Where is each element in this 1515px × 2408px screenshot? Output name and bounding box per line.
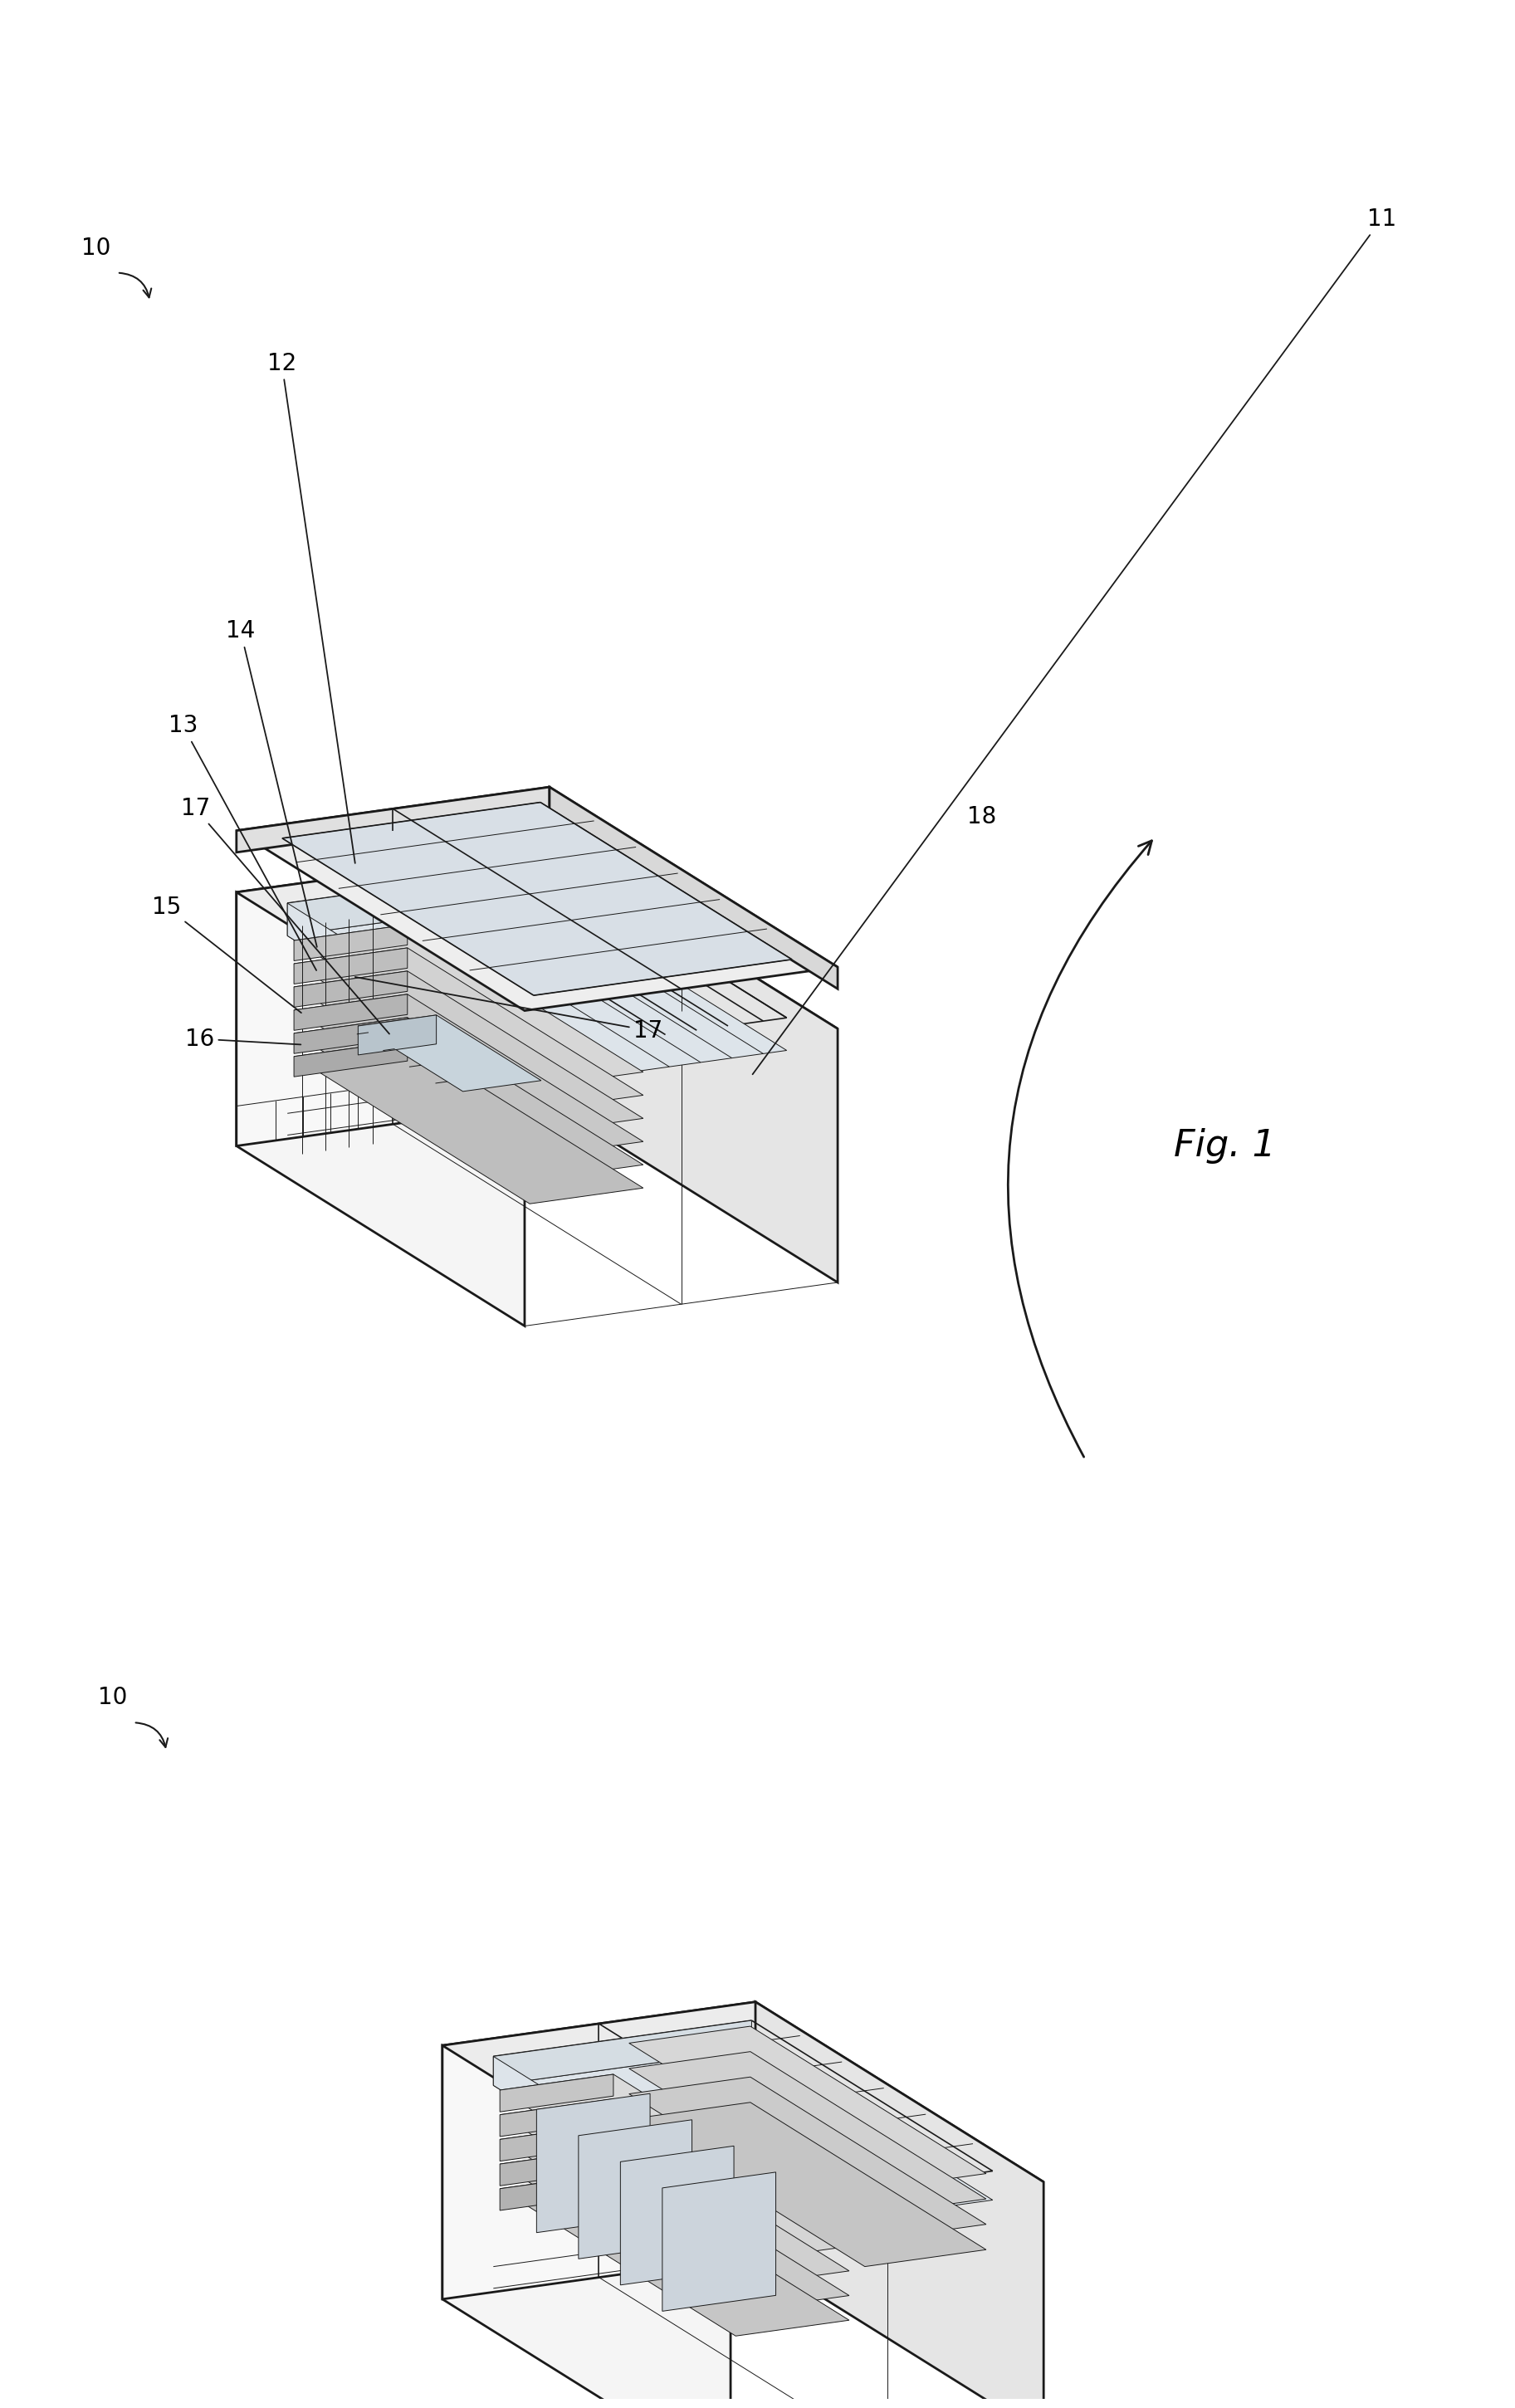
Text: 12: 12	[267, 352, 355, 862]
Text: Fig. 1: Fig. 1	[1174, 1127, 1276, 1163]
Polygon shape	[500, 2148, 614, 2186]
Polygon shape	[500, 2073, 614, 2112]
Polygon shape	[358, 1016, 541, 1091]
Text: 13: 13	[168, 715, 317, 970]
Polygon shape	[500, 2100, 614, 2136]
Polygon shape	[236, 787, 838, 1011]
Polygon shape	[629, 2025, 986, 2191]
Polygon shape	[494, 2020, 751, 2085]
Text: 17: 17	[180, 797, 389, 1033]
FancyArrowPatch shape	[1007, 840, 1151, 1457]
Polygon shape	[442, 2001, 1044, 2225]
Polygon shape	[288, 867, 545, 937]
FancyArrowPatch shape	[120, 272, 152, 299]
Polygon shape	[442, 2001, 756, 2300]
Polygon shape	[294, 970, 408, 1007]
Polygon shape	[236, 787, 550, 852]
Polygon shape	[756, 2001, 1044, 2408]
Polygon shape	[236, 848, 550, 1146]
Polygon shape	[536, 2093, 650, 2232]
Polygon shape	[294, 949, 408, 985]
Polygon shape	[500, 2073, 850, 2237]
Polygon shape	[294, 995, 644, 1158]
Polygon shape	[629, 2052, 986, 2215]
Polygon shape	[494, 2049, 992, 2237]
Polygon shape	[494, 2056, 735, 2237]
Polygon shape	[294, 925, 644, 1088]
Text: 15: 15	[152, 896, 301, 1014]
Polygon shape	[500, 2124, 850, 2288]
Polygon shape	[500, 2172, 614, 2211]
Polygon shape	[550, 787, 838, 990]
Text: 17: 17	[355, 978, 664, 1043]
Polygon shape	[629, 2102, 986, 2266]
Text: 16: 16	[185, 1028, 301, 1050]
Polygon shape	[294, 925, 408, 961]
Polygon shape	[500, 2172, 850, 2336]
Polygon shape	[294, 995, 408, 1031]
Polygon shape	[294, 1019, 644, 1180]
Polygon shape	[500, 2100, 850, 2261]
Polygon shape	[500, 2124, 614, 2160]
Polygon shape	[500, 2148, 850, 2312]
Polygon shape	[579, 2119, 692, 2259]
Polygon shape	[294, 970, 644, 1134]
Text: 11: 11	[753, 207, 1397, 1074]
Polygon shape	[294, 1040, 644, 1204]
Text: 14: 14	[226, 619, 317, 946]
Polygon shape	[629, 2078, 986, 2242]
Polygon shape	[236, 893, 524, 1327]
Polygon shape	[288, 901, 786, 1086]
Polygon shape	[662, 2172, 776, 2312]
Text: 10: 10	[98, 1686, 127, 1710]
Polygon shape	[621, 2146, 733, 2285]
Polygon shape	[294, 1019, 408, 1055]
Text: 10: 10	[82, 236, 111, 260]
FancyArrowPatch shape	[136, 1722, 168, 1748]
Polygon shape	[294, 949, 644, 1110]
Text: 18: 18	[968, 804, 997, 828]
Polygon shape	[282, 802, 792, 995]
Polygon shape	[358, 1016, 436, 1055]
Polygon shape	[236, 848, 838, 1072]
Polygon shape	[442, 2044, 730, 2408]
Polygon shape	[550, 848, 838, 1283]
Polygon shape	[294, 1040, 408, 1076]
Polygon shape	[288, 903, 529, 1086]
